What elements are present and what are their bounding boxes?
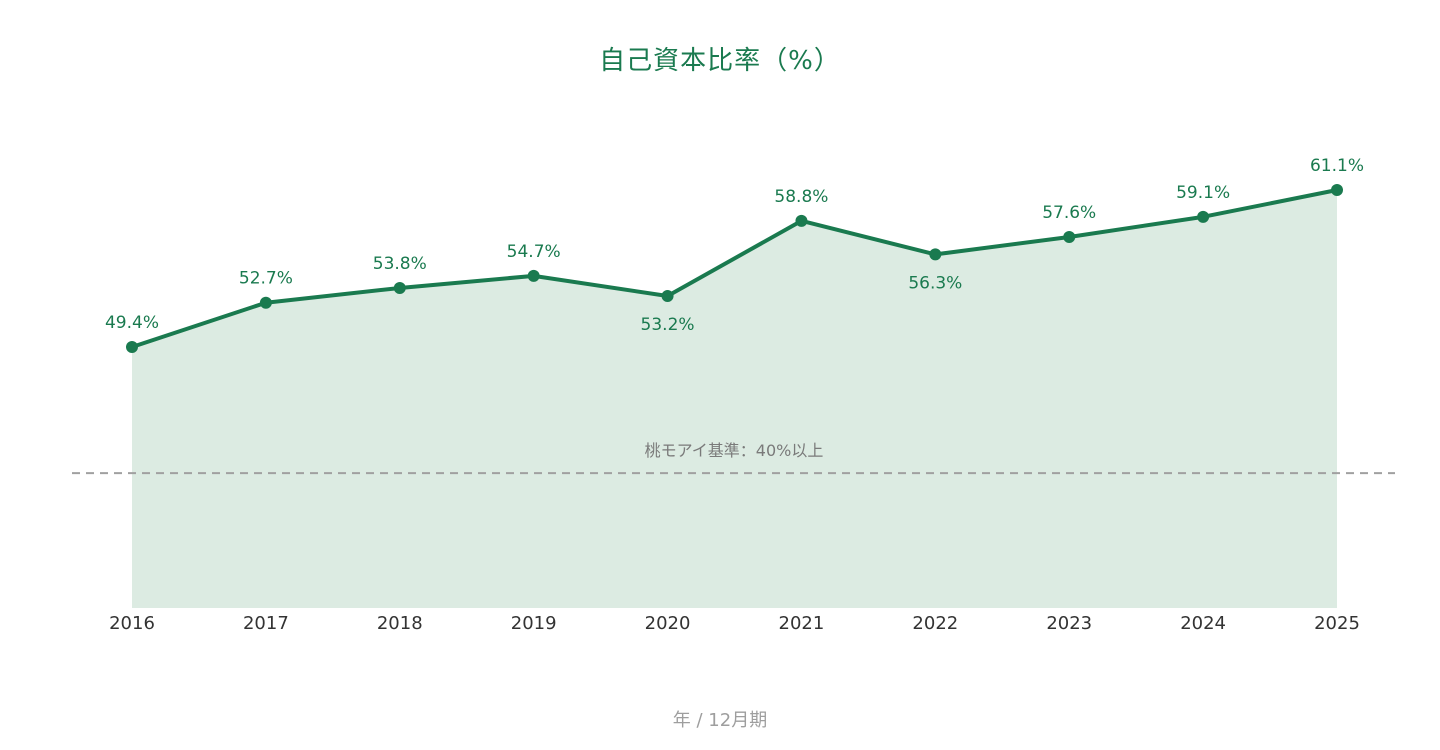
area-fill (132, 190, 1337, 608)
data-label: 52.7% (239, 269, 293, 289)
x-tick-label: 2018 (377, 613, 423, 634)
x-tick-label: 2017 (243, 613, 289, 634)
data-label: 49.4% (105, 313, 159, 333)
data-label: 61.1% (1310, 156, 1364, 176)
data-point (1063, 230, 1076, 243)
x-tick-label: 2016 (109, 613, 155, 634)
data-point (1197, 210, 1210, 223)
x-tick-label: 2020 (645, 613, 691, 634)
data-point (393, 281, 406, 294)
series-line (131, 188, 1338, 349)
data-point (126, 341, 138, 353)
data-point (661, 290, 674, 303)
chart-title: 自己資本比率（%） (599, 46, 841, 76)
x-tick-label: 2024 (1180, 613, 1226, 634)
x-tick-label: 2023 (1046, 613, 1092, 634)
data-label: 53.2% (641, 315, 695, 335)
data-label: 56.3% (908, 273, 962, 293)
data-point (527, 269, 540, 282)
x-tick-label: 2025 (1314, 613, 1360, 634)
reference-line-label: 桃モアイ基準：40%以上 (645, 441, 824, 460)
x-tick-label: 2019 (511, 613, 557, 634)
x-tick-label: 2021 (779, 613, 825, 634)
data-point (929, 248, 942, 261)
data-label: 58.8% (774, 187, 828, 207)
data-point (1331, 184, 1343, 196)
x-tick-label: 2022 (912, 613, 958, 634)
data-label: 54.7% (507, 242, 561, 262)
data-point (259, 296, 272, 309)
data-point (795, 214, 808, 227)
data-label: 57.6% (1042, 203, 1096, 223)
data-label: 53.8% (373, 254, 427, 274)
x-axis-label: 年 / 12月期 (672, 710, 768, 731)
data-label: 59.1% (1176, 183, 1230, 203)
